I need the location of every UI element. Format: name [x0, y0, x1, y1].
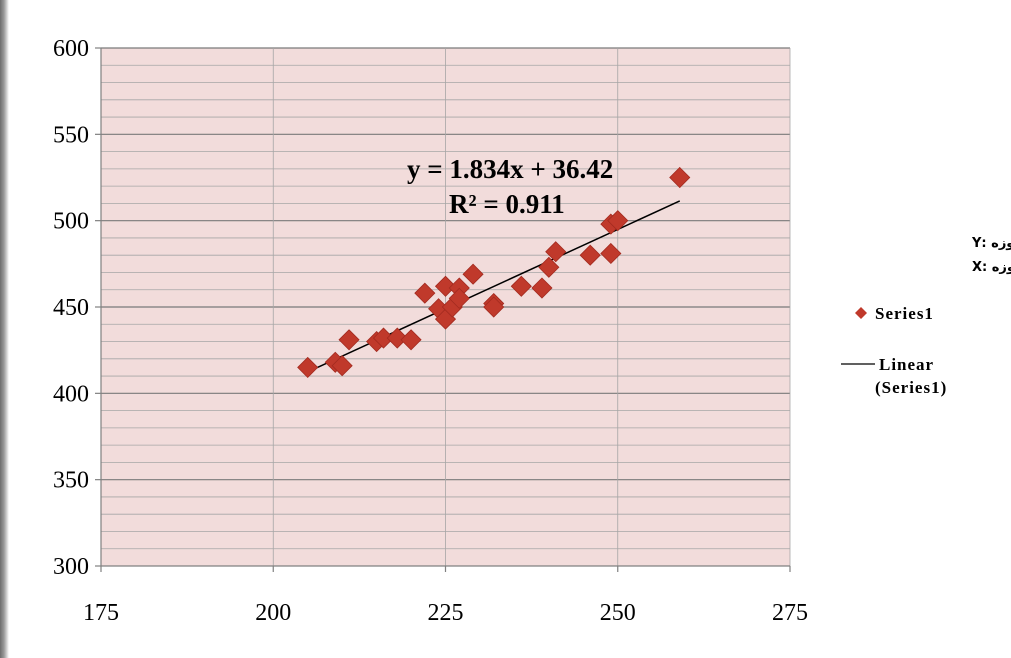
data-point: [386, 327, 408, 349]
data-point: [545, 241, 567, 263]
legend-note-x: مقاومت سه روزه :X: [972, 260, 1011, 275]
data-point: [462, 263, 484, 285]
y-tick-label: 400: [53, 381, 89, 407]
chart-area: 300 350 400 450 500 550 600 175 200 225 250 275 y =…: [9, 0, 1011, 658]
scatter-chart: 300 350 400 450 500 550 600 175 200 225 250 275 y =…: [53, 36, 1011, 626]
data-point: [579, 244, 601, 266]
x-tick-label: 275: [772, 600, 808, 626]
trendline-equation: y = 1.834x + 36.42: [407, 154, 613, 184]
legend-trend-label-line2: (Series1): [875, 378, 947, 397]
legend-series-label: Series1: [875, 304, 934, 323]
data-point: [607, 210, 629, 232]
legend-trend-label-line1: Linear: [879, 355, 934, 374]
data-point: [400, 329, 422, 351]
data-point: [538, 256, 560, 278]
legend: مقاومت یک روزه :Y مقاومت سه روزه :X Seri…: [841, 236, 1011, 397]
data-point: [331, 355, 353, 377]
data-point: [669, 166, 691, 189]
x-tick-label: 175: [83, 600, 119, 626]
data-point: [448, 287, 470, 309]
data-point: [510, 275, 532, 297]
y-tick-label: 450: [53, 295, 89, 321]
r-squared-label: R² = 0.911: [449, 189, 565, 219]
data-point: [434, 275, 457, 297]
y-tick-label: 300: [53, 554, 89, 580]
legend-note-y: مقاومت یک روزه :Y: [971, 236, 1011, 251]
y-tick-label: 600: [53, 36, 89, 62]
legend-diamond-icon: [855, 307, 867, 319]
data-point: [531, 277, 553, 299]
x-tick-label: 250: [600, 600, 636, 626]
tick-labels: 300 350 400 450 500 550 600 175 200 225 250 275: [53, 36, 808, 626]
y-tick-label: 350: [53, 468, 89, 494]
data-point: [600, 242, 622, 265]
data-point: [414, 282, 436, 304]
data-point: [483, 296, 505, 318]
y-tick-label: 550: [53, 122, 89, 148]
data-points: [297, 166, 691, 378]
data-point: [338, 329, 360, 351]
axes: [95, 47, 791, 572]
y-tick-label: 500: [53, 209, 89, 235]
x-tick-label: 200: [255, 600, 291, 626]
x-tick-label: 225: [428, 600, 464, 626]
data-point: [297, 356, 319, 378]
